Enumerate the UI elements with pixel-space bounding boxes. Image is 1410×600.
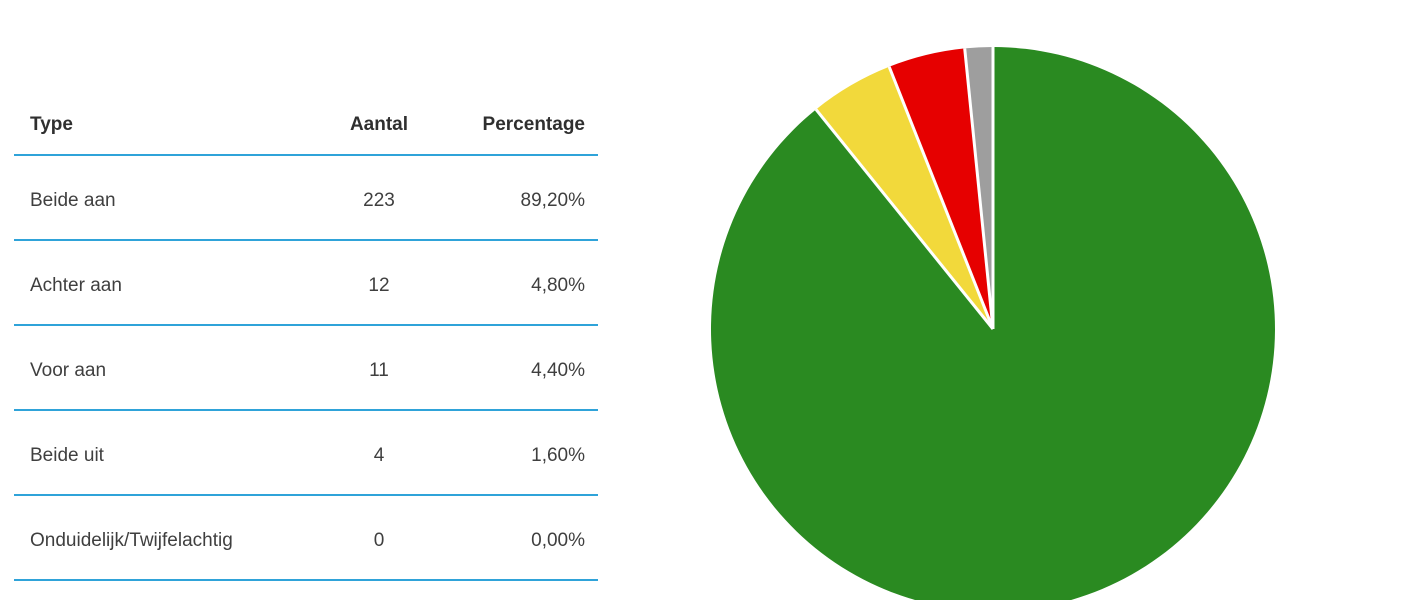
table-row-achter-aan: Achter aan 12 4,80% <box>14 241 598 326</box>
column-header-type: Type <box>30 114 73 135</box>
cell-aantal: 11 <box>369 359 389 381</box>
cell-percentage: 89,20% <box>520 189 585 211</box>
table-body: Beide aan 223 89,20% Achter aan 12 4,80% Voor … <box>14 156 598 581</box>
table-row-onduidelijk-twijfelachtig: Onduidelijk/Twijfelachtig 0 0,00% <box>14 496 598 581</box>
pie-slice-separator <box>887 66 995 330</box>
cell-aantal: 223 <box>363 189 395 211</box>
pie-slice-voor-aan[interactable] <box>889 48 993 330</box>
type-count-table: Type Aantal Percentage Beide aan 223 89,20… <box>14 96 598 581</box>
cell-type: Beide uit <box>30 444 104 466</box>
column-header-aantal: Aantal <box>349 114 409 135</box>
table-row-beide-uit: Beide uit 4 1,60% <box>14 411 598 496</box>
cell-aantal: 12 <box>368 274 390 296</box>
cell-type: Achter aan <box>30 274 122 296</box>
pie-slice-achter-aan[interactable] <box>815 66 993 330</box>
cell-type: Beide aan <box>30 189 116 211</box>
cell-percentage: 4,40% <box>531 359 585 381</box>
table-header-row: Type Aantal Percentage <box>14 96 598 156</box>
cell-percentage: 0,00% <box>531 529 585 551</box>
column-header-percentage: Percentage <box>482 114 585 135</box>
cell-percentage: 1,60% <box>531 444 585 466</box>
pie-slice-beide-aan[interactable] <box>710 47 1275 600</box>
table-row-voor-aan: Voor aan 11 4,40% <box>14 326 598 411</box>
table-row-beide-aan: Beide aan 223 89,20% <box>14 156 598 241</box>
cell-aantal: 4 <box>373 444 385 466</box>
cell-percentage: 4,80% <box>531 274 585 296</box>
pie-slice-separator <box>814 108 995 330</box>
cell-type: Voor aan <box>30 359 107 381</box>
cell-type: Onduidelijk/Twijfelachtig <box>30 529 233 551</box>
cell-aantal: 0 <box>373 529 385 551</box>
pie-slice-separator <box>963 48 995 330</box>
